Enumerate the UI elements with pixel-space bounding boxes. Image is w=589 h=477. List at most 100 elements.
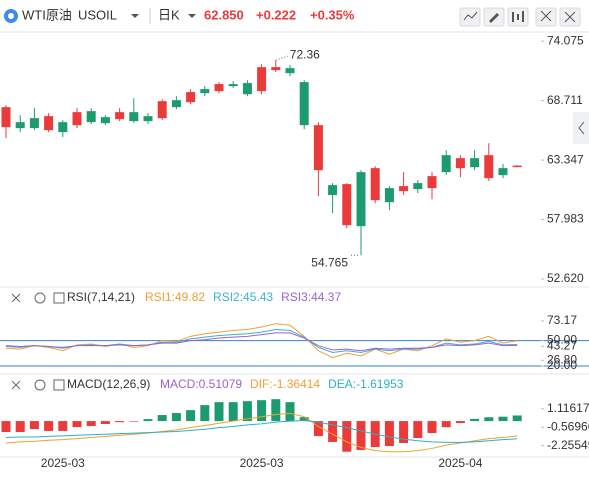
y-tick-label: 26.80	[547, 352, 577, 366]
y-tick-label: 43.27	[547, 338, 577, 352]
histogram-bar	[399, 421, 409, 443]
candle-body	[299, 82, 309, 126]
candle-body	[328, 185, 338, 196]
toggle-icon[interactable]	[53, 379, 65, 391]
histogram-bar	[200, 405, 210, 422]
candle-body	[313, 125, 323, 171]
histogram-bar	[427, 421, 437, 434]
candle-body	[200, 89, 210, 94]
candle-body	[356, 172, 366, 227]
legend-entry: DIF:-1.36414	[250, 377, 320, 391]
candle-body	[413, 183, 423, 190]
candle-body	[441, 155, 451, 173]
candle-body	[86, 111, 96, 123]
dropdown[interactable]	[188, 14, 196, 18]
x-tick-label: 2025-04	[438, 456, 482, 470]
histogram-bar	[384, 421, 394, 447]
histogram-bar	[285, 402, 295, 422]
candle-body	[370, 168, 380, 201]
period[interactable]: 日K	[158, 7, 180, 22]
candle-body	[228, 84, 238, 87]
expand-button[interactable]	[535, 7, 557, 27]
histogram-bar	[484, 417, 494, 422]
dropdown[interactable]	[131, 14, 139, 18]
candle-body	[44, 116, 54, 131]
icon	[512, 11, 524, 22]
y-tick-label: 52.620	[547, 271, 584, 285]
settings-icon[interactable]	[34, 379, 46, 391]
candle-body	[1, 107, 11, 128]
candle-body	[100, 117, 110, 124]
high-label: 72.36	[290, 47, 320, 61]
side-toggle[interactable]	[573, 112, 589, 144]
candle-body	[342, 184, 352, 226]
legend-entry: DEA:-1.61953	[328, 377, 404, 391]
histogram-bar	[470, 418, 480, 422]
settings-icon[interactable]	[34, 292, 46, 304]
candle-body	[58, 122, 68, 133]
indicator-line	[5, 420, 518, 443]
candle-body	[171, 100, 181, 108]
histogram-bar	[100, 421, 110, 425]
close-icon[interactable]	[11, 293, 21, 303]
histogram-bar	[186, 410, 196, 422]
candle-body	[242, 83, 252, 95]
histogram-bar	[58, 421, 68, 431]
histogram-bar	[512, 415, 522, 422]
candle-body	[143, 116, 153, 122]
icon	[540, 10, 552, 22]
histogram-bar	[1, 421, 11, 433]
close-icon[interactable]	[11, 380, 21, 390]
y-tick-label: 50.00	[547, 333, 577, 347]
rsi-header: RSI(7,14,21)	[11, 290, 135, 304]
change-pct: +0.35%	[310, 7, 355, 22]
candle-body	[115, 112, 125, 120]
icon	[463, 11, 478, 21]
histogram-bar	[214, 402, 224, 422]
candle-body	[157, 101, 167, 119]
candle-body	[285, 68, 295, 74]
y-tick-label: 68.711	[547, 93, 583, 107]
x-tick-label: 2025-03	[41, 456, 85, 470]
indicator-line	[5, 332, 518, 352]
histogram-bar	[228, 402, 238, 422]
histogram-bar	[29, 421, 39, 430]
histogram-bar	[115, 421, 125, 423]
symbol-icon-dot	[8, 13, 14, 19]
candle-body	[15, 122, 25, 129]
x-tick-label: 2025-03	[240, 456, 284, 470]
histogram-bar	[441, 421, 451, 428]
candle-body	[470, 158, 480, 168]
legend-entry: RSI2:45.43	[213, 290, 273, 304]
y-tick-label: 20.00	[547, 358, 577, 372]
histogram-bar	[455, 421, 465, 424]
toggle-icon[interactable]	[53, 292, 65, 304]
indicator-line	[5, 323, 518, 359]
histogram-bar	[356, 421, 366, 450]
y-tick-label: 74.075	[547, 33, 584, 47]
price: 62.850	[204, 7, 244, 22]
y-tick-label: -0.56966	[547, 419, 589, 433]
candle-body	[484, 155, 494, 179]
y-tick-label: 1.11617	[547, 401, 589, 415]
candle-body	[512, 165, 522, 168]
candle-body	[72, 112, 82, 126]
candle-body	[399, 186, 409, 192]
icon	[564, 11, 576, 23]
histogram-bar	[171, 413, 181, 422]
histogram-bar	[342, 421, 352, 452]
low-label: 54.765	[311, 255, 348, 269]
macd-header: MACD(12,26,9)	[11, 377, 150, 391]
y-tick-label: 73.17	[547, 313, 577, 327]
change: +0.222	[256, 7, 296, 22]
histogram-bar	[271, 399, 281, 422]
candle-body	[427, 176, 437, 189]
symbol-code[interactable]: USOIL	[78, 7, 117, 22]
icon	[489, 13, 499, 23]
histogram-bar	[44, 421, 54, 431]
histogram-bar	[299, 417, 309, 422]
legend-entry: RSI1:49.82	[145, 290, 205, 304]
indicator-title: MACD(12,26,9)	[67, 377, 150, 391]
leader	[275, 55, 288, 61]
